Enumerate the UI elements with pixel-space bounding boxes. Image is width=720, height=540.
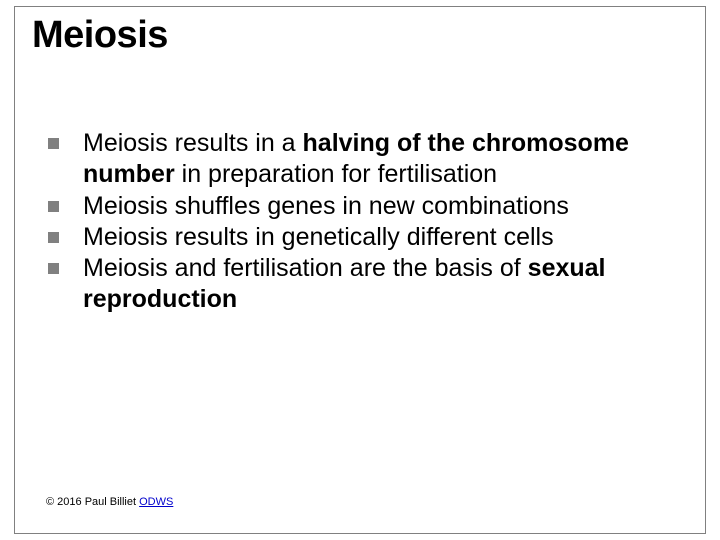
bullet-item: Meiosis results in genetically different…	[48, 222, 672, 253]
bullet-item: Meiosis results in a halving of the chro…	[48, 128, 672, 191]
slide-title: Meiosis	[32, 14, 168, 56]
text-span: Meiosis and fertilisation are the basis …	[83, 254, 528, 282]
square-bullet-icon	[48, 263, 59, 274]
square-bullet-icon	[48, 232, 59, 243]
bullet-item: Meiosis shuffles genes in new combinatio…	[48, 191, 672, 222]
bullet-text: Meiosis and fertilisation are the basis …	[83, 253, 672, 316]
text-span: Meiosis results in genetically different…	[83, 223, 554, 251]
square-bullet-icon	[48, 201, 59, 212]
bullet-text: Meiosis results in genetically different…	[83, 222, 672, 253]
text-span: in preparation for fertilisation	[175, 160, 497, 188]
square-bullet-icon	[48, 138, 59, 149]
bullet-text: Meiosis shuffles genes in new combinatio…	[83, 191, 672, 222]
bullet-item: Meiosis and fertilisation are the basis …	[48, 253, 672, 316]
copyright-text: © 2016 Paul Billiet	[46, 496, 139, 508]
footer: © 2016 Paul Billiet ODWS	[46, 496, 173, 508]
text-span: Meiosis results in a	[83, 129, 303, 157]
text-span: Meiosis shuffles genes in new combinatio…	[83, 192, 569, 220]
content-area: Meiosis results in a halving of the chro…	[48, 128, 672, 316]
bullet-text: Meiosis results in a halving of the chro…	[83, 128, 672, 191]
footer-link[interactable]: ODWS	[139, 496, 173, 508]
title-container: Meiosis	[28, 14, 176, 57]
